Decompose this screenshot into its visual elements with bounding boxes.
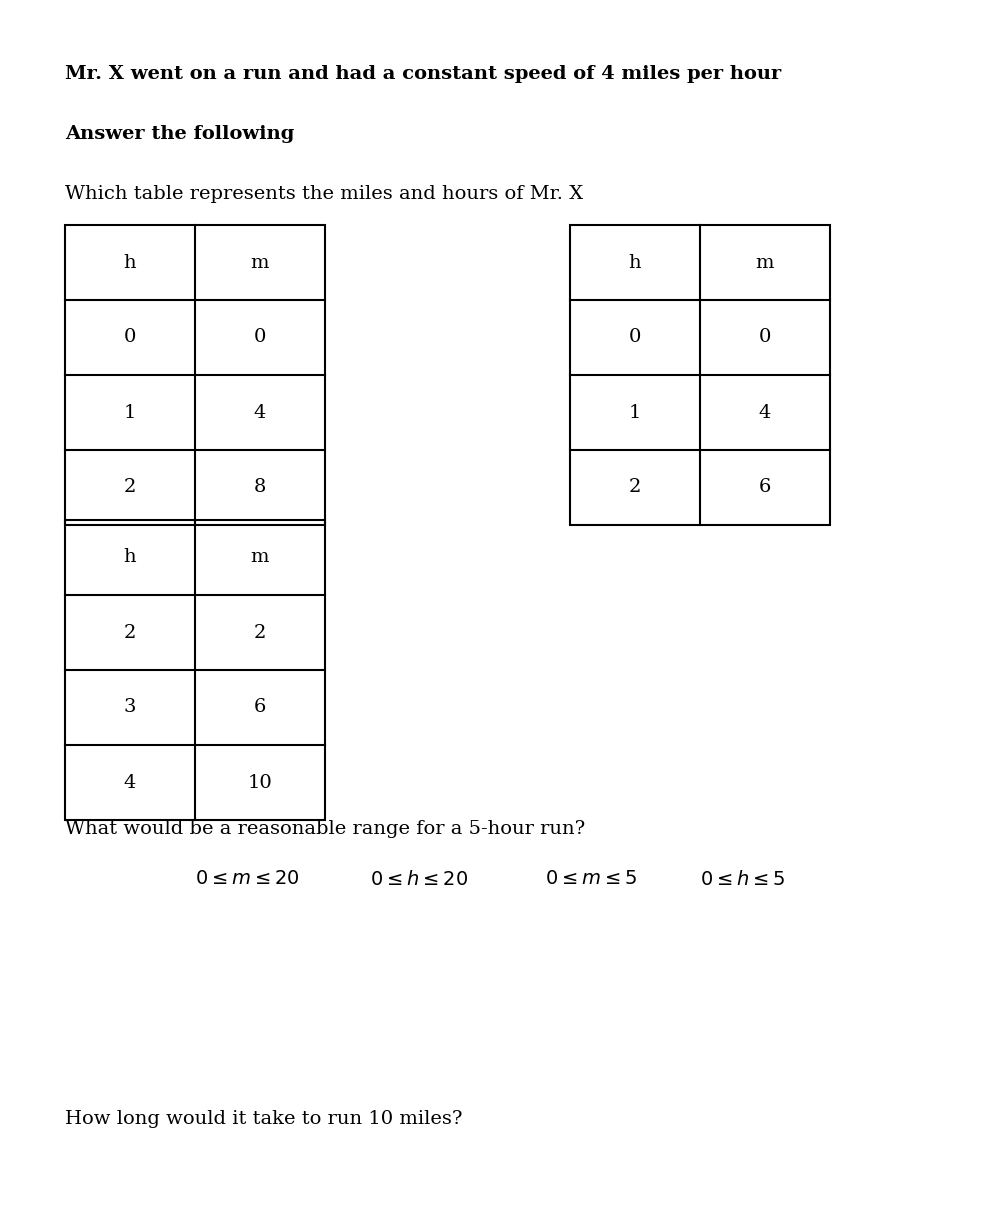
Text: $0 \leq h \leq 5$: $0 \leq h \leq 5$ (700, 870, 785, 889)
Bar (65, 520, 325, 820)
Text: m: m (756, 253, 774, 271)
Text: 0: 0 (124, 328, 137, 346)
Text: How long would it take to run 10 miles?: How long would it take to run 10 miles? (65, 1110, 462, 1128)
Text: $0 \leq m \leq 5$: $0 \leq m \leq 5$ (545, 870, 637, 888)
Bar (65, 226, 325, 525)
Text: What would be a reasonable range for a 5-hour run?: What would be a reasonable range for a 5… (65, 820, 585, 838)
Text: 3: 3 (124, 698, 137, 716)
Text: Which table represents the miles and hours of Mr. X: Which table represents the miles and hou… (65, 185, 583, 203)
Text: 1: 1 (629, 404, 641, 422)
Text: 8: 8 (254, 479, 266, 497)
Text: 4: 4 (254, 404, 266, 422)
Bar (570, 226, 830, 525)
Text: Mr. X went on a run and had a constant speed of 4 miles per hour: Mr. X went on a run and had a constant s… (65, 65, 781, 83)
Text: 1: 1 (124, 404, 137, 422)
Text: m: m (251, 549, 269, 567)
Text: 4: 4 (759, 404, 771, 422)
Text: 2: 2 (124, 479, 137, 497)
Text: $0 \leq h \leq 20$: $0 \leq h \leq 20$ (370, 870, 468, 889)
Text: 6: 6 (759, 479, 771, 497)
Text: m: m (251, 253, 269, 271)
Text: 0: 0 (759, 328, 771, 346)
Text: h: h (124, 253, 137, 271)
Text: 10: 10 (247, 773, 272, 791)
Text: Answer the following: Answer the following (65, 125, 294, 144)
Text: 0: 0 (254, 328, 266, 346)
Text: h: h (629, 253, 641, 271)
Text: 2: 2 (629, 479, 641, 497)
Text: 0: 0 (629, 328, 641, 346)
Text: 2: 2 (124, 624, 137, 642)
Text: 2: 2 (254, 624, 266, 642)
Text: h: h (124, 549, 137, 567)
Text: 6: 6 (254, 698, 266, 716)
Text: $0 \leq m \leq 20$: $0 \leq m \leq 20$ (195, 870, 299, 888)
Text: 4: 4 (124, 773, 137, 791)
